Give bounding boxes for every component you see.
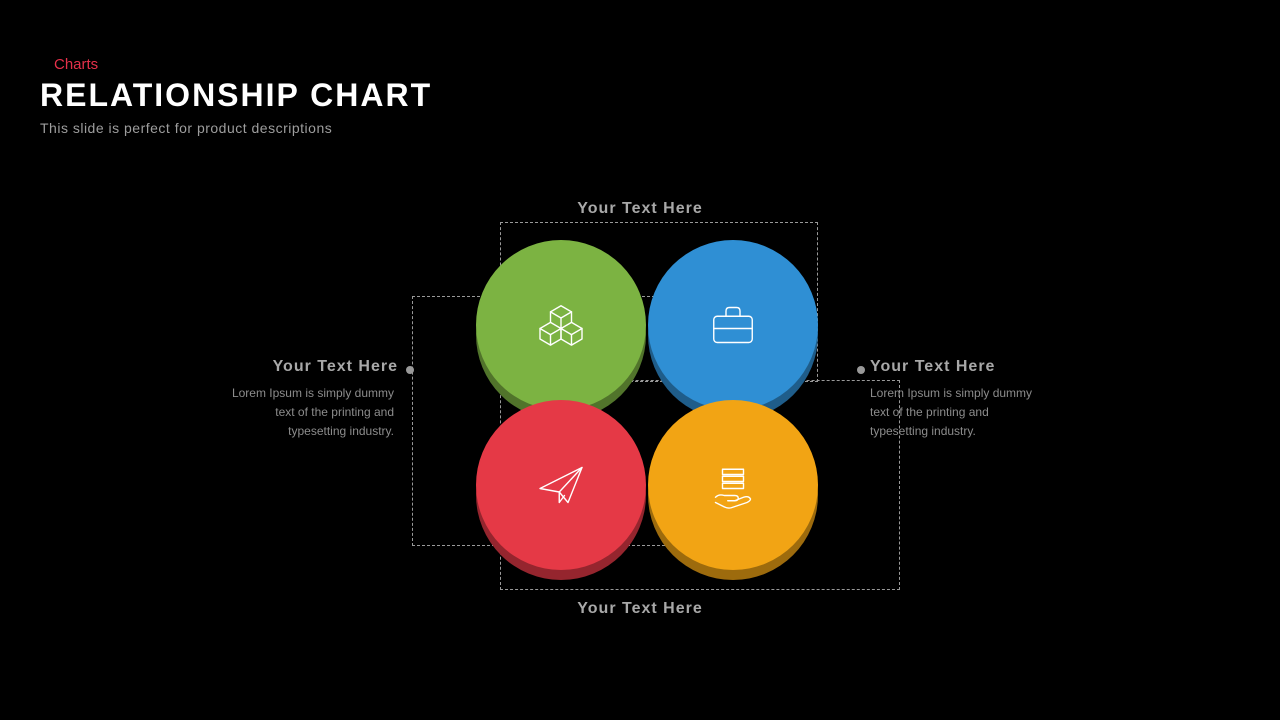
- disc-orange: [648, 400, 818, 570]
- disc-blue: [648, 240, 818, 410]
- briefcase-icon: [705, 297, 761, 353]
- paper-plane-icon: [533, 457, 589, 513]
- label-right: Your Text Here: [870, 358, 1040, 376]
- label-top: Your Text Here: [0, 200, 1280, 218]
- connector-dot-left: [406, 366, 414, 374]
- diagram-stage: Your Text Here Your Text Here Your Text …: [0, 0, 1280, 720]
- connector-dot-right: [857, 366, 865, 374]
- description-right: Lorem Ipsum is simply dummy text of the …: [870, 384, 1050, 442]
- layers-hand-icon: [705, 457, 761, 513]
- cubes-icon: [533, 297, 589, 353]
- description-left: Lorem Ipsum is simply dummy text of the …: [214, 384, 394, 442]
- label-left: Your Text Here: [228, 358, 398, 376]
- label-bottom: Your Text Here: [0, 600, 1280, 618]
- disc-red: [476, 400, 646, 570]
- disc-green: [476, 240, 646, 410]
